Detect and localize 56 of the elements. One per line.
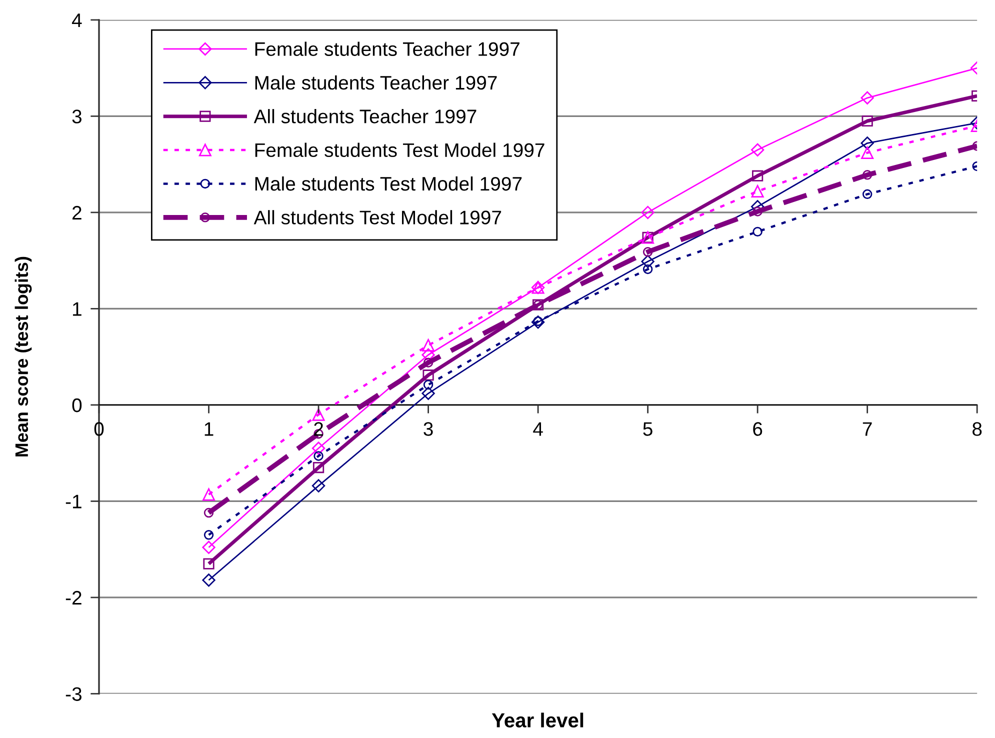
legend-label: Male students Test Model 1997 xyxy=(255,176,522,191)
x-tick-label: 5 xyxy=(643,422,652,436)
point xyxy=(202,540,216,554)
point xyxy=(422,348,435,362)
y-tick-label: 3 xyxy=(72,110,82,124)
legend-label: Male students Teacher 1997 xyxy=(255,75,497,90)
y-tick-label: 2 xyxy=(72,206,82,220)
legend-label: Female students Teacher 1997 xyxy=(255,42,520,56)
x-tick-label: 3 xyxy=(424,422,433,436)
point xyxy=(312,408,325,421)
x-tick-label: 7 xyxy=(862,422,872,436)
y-tick-label: 0 xyxy=(72,398,82,412)
point xyxy=(751,185,764,198)
point xyxy=(531,316,545,329)
point xyxy=(860,136,874,150)
x-tick-label: 1 xyxy=(204,422,214,436)
y-tick-label: -1 xyxy=(66,494,82,508)
point xyxy=(422,339,435,352)
point xyxy=(203,558,214,570)
point xyxy=(422,370,434,381)
legend-label: All students Test Model 1997 xyxy=(254,210,502,224)
legend-label: All students Teacher 1997 xyxy=(254,109,476,124)
point xyxy=(641,254,654,268)
point xyxy=(861,146,874,160)
y-tick-label: -3 xyxy=(66,687,82,701)
point xyxy=(642,247,653,257)
point xyxy=(202,488,216,501)
x-axis-title: Year level xyxy=(492,712,584,728)
point xyxy=(312,462,324,474)
point xyxy=(752,206,762,216)
y-tick-label: 1 xyxy=(73,302,82,316)
point xyxy=(314,451,324,461)
point xyxy=(423,358,434,368)
point xyxy=(750,143,764,156)
point xyxy=(312,442,326,455)
x-tick-label: 8 xyxy=(972,422,982,436)
y-tick-label: -2 xyxy=(66,590,82,605)
point xyxy=(641,206,654,220)
point xyxy=(204,508,214,518)
x-tick-label: 4 xyxy=(533,422,543,436)
legend-label: Female students Test Model 1997 xyxy=(255,142,544,158)
point xyxy=(423,380,434,390)
point xyxy=(862,115,873,127)
point xyxy=(862,170,872,180)
point xyxy=(862,189,872,200)
point xyxy=(642,264,653,274)
point xyxy=(752,170,764,182)
point xyxy=(204,530,214,540)
point xyxy=(202,574,216,587)
x-tick-label: 6 xyxy=(753,422,762,436)
point xyxy=(312,479,326,492)
y-axis-title: Mean score (test logits) xyxy=(14,256,32,456)
point xyxy=(752,226,762,237)
point xyxy=(422,386,435,400)
point xyxy=(860,91,874,104)
y-tick-label: 4 xyxy=(72,14,82,27)
